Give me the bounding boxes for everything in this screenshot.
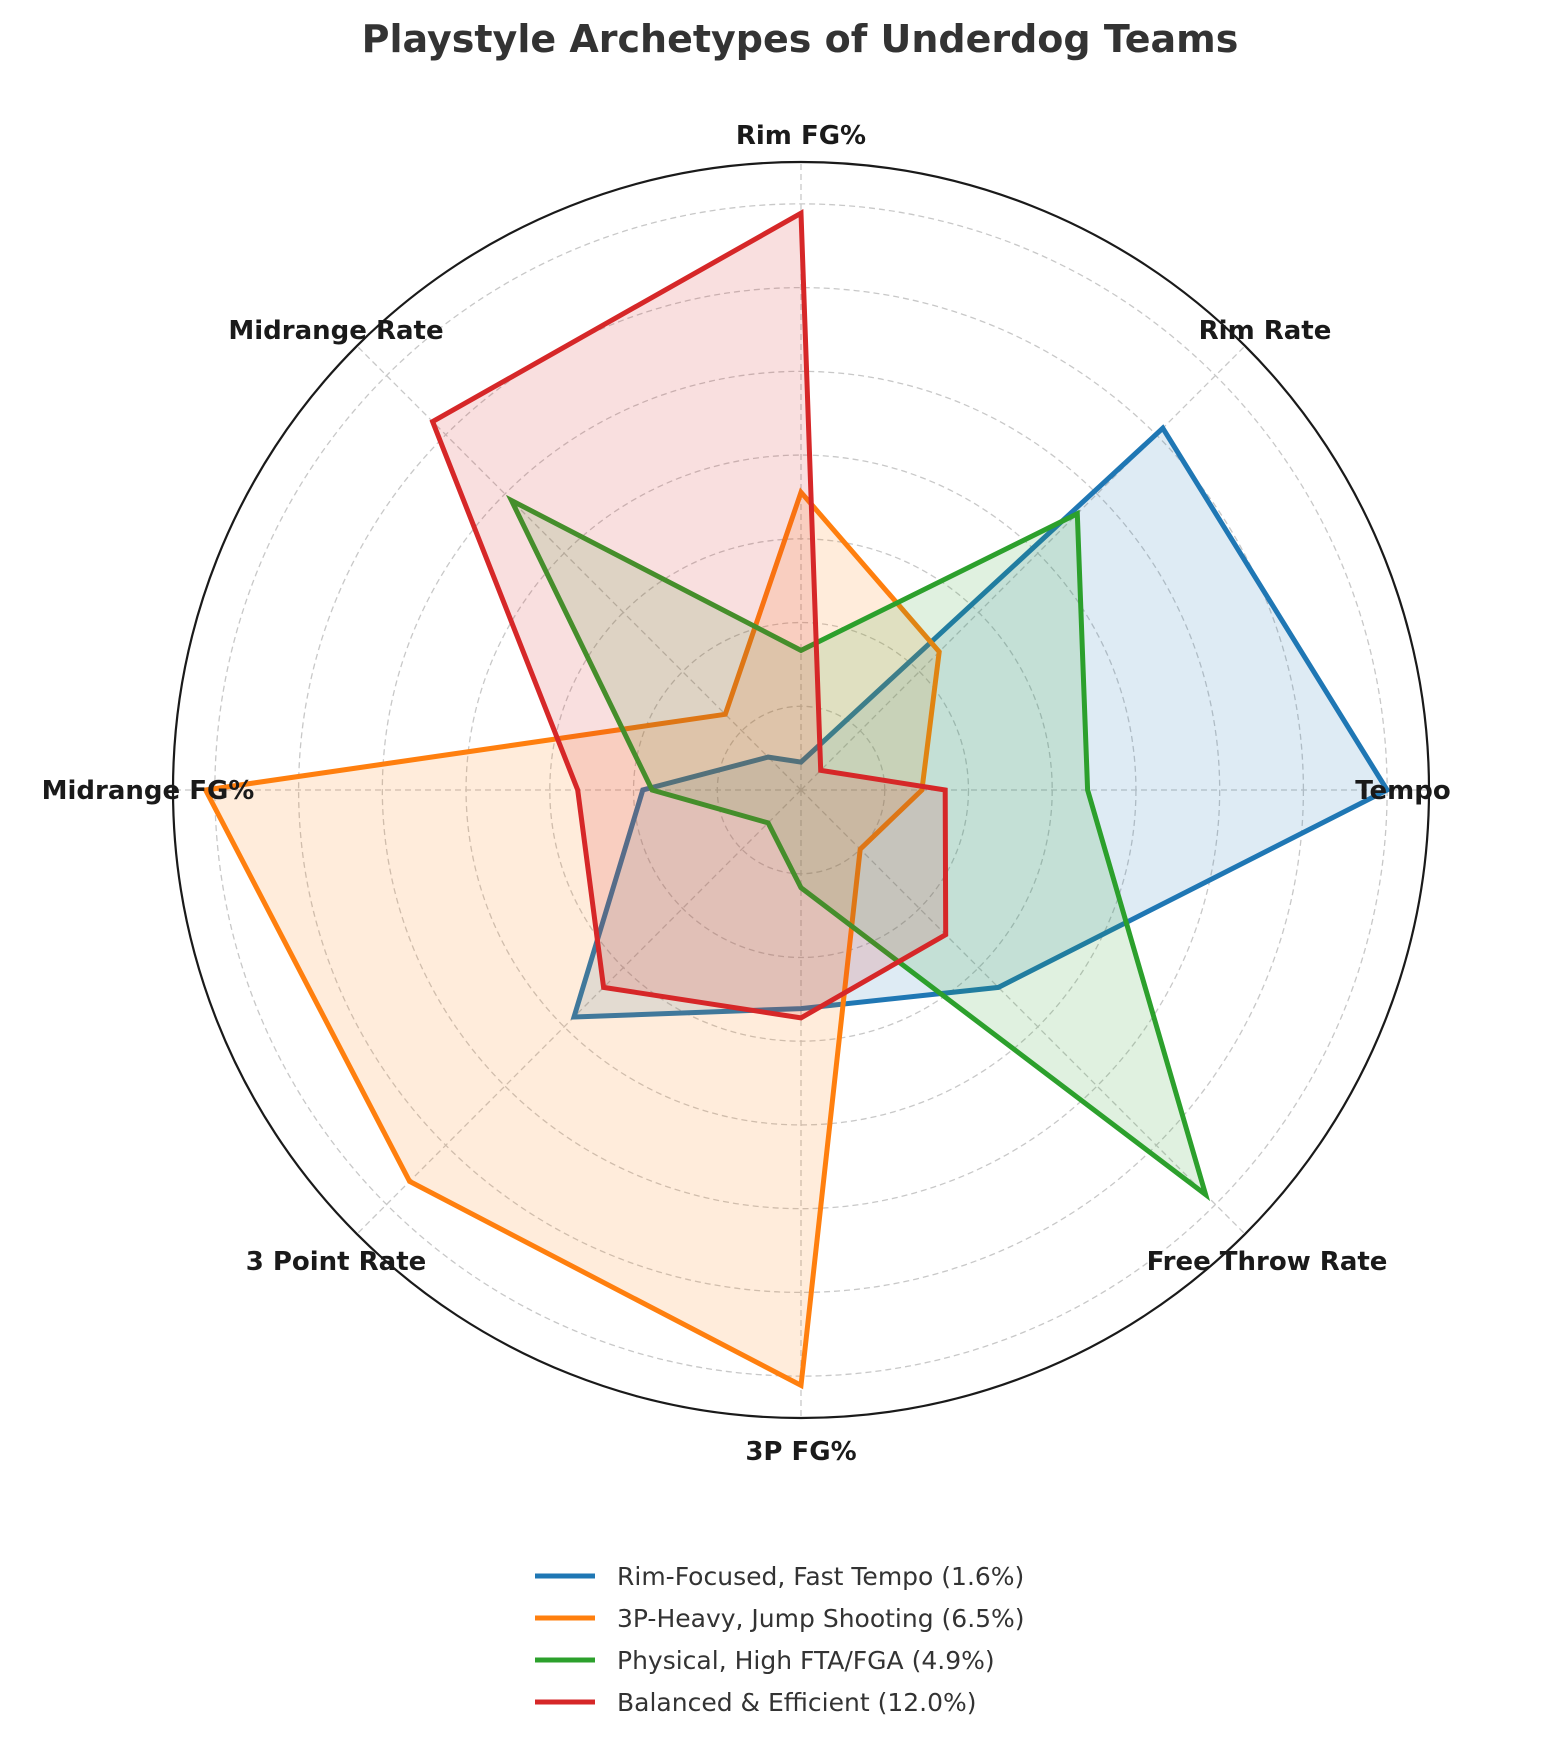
series-line	[505, 494, 1211, 1202]
legend-entry-balanced-efficient-12-0: Balanced & Efficient (12.0%)	[535, 1688, 977, 1717]
series-line	[429, 208, 949, 1021]
legend-entry-physical-high-fta-fga-4-9: Physical, High FTA/FGA (4.9%)	[535, 1646, 995, 1675]
axis-label-midrange-fg: Midrange FG%	[42, 776, 255, 806]
series-area	[511, 500, 1206, 1195]
series-line	[570, 424, 1391, 1020]
spoke-3-point-rate	[356, 789, 802, 1235]
axis-label-rim-fg: Rim FG%	[736, 121, 866, 151]
axis-label-rim-rate: Rim Rate	[1199, 316, 1332, 346]
series-physical-high-fta-fga-4-9	[505, 494, 1211, 1202]
legend-label: Balanced & Efficient (12.0%)	[617, 1688, 977, 1717]
grid-ring	[381, 370, 1221, 1210]
axis-labels: Tempo Rim Rate Rim FG% Midrange Rate Midrang…	[42, 121, 1451, 1467]
series-layer	[201, 208, 1391, 1390]
outer-ring	[171, 160, 1431, 1420]
legend-entry-rim-focused-fast-tempo-1-6: Rim-Focused, Fast Tempo (1.6%)	[535, 1562, 1024, 1591]
chart-title: Playstyle Archetypes of Underdog Teams	[362, 17, 1239, 61]
legend: Rim-Focused, Fast Tempo (1.6%) 3P-Heavy, …	[535, 1562, 1025, 1717]
legend-label: Rim-Focused, Fast Tempo (1.6%)	[617, 1562, 1024, 1591]
axis-label-3p-fg: 3P FG%	[745, 1437, 856, 1467]
series-area	[574, 428, 1388, 1017]
spoke-free-throw-rate	[800, 789, 1246, 1235]
series-3p-heavy-jump-shooting-6-5	[201, 487, 942, 1390]
legend-entry-3p-heavy-jump-shooting-6-5: 3P-Heavy, Jump Shooting (6.5%)	[535, 1604, 1025, 1633]
series-area	[432, 213, 946, 1018]
axis-label-midrange-rate: Midrange Rate	[228, 316, 443, 346]
axis-label-free-throw-rate: Free Throw Rate	[1147, 1247, 1388, 1277]
series-line	[201, 487, 942, 1390]
axis-label-tempo: Tempo	[1355, 776, 1450, 806]
legend-label: Physical, High FTA/FGA (4.9%)	[617, 1646, 995, 1675]
axis-label-3-point-rate: 3 Point Rate	[246, 1247, 427, 1277]
grid-ring	[632, 621, 970, 959]
legend-label: 3P-Heavy, Jump Shooting (6.5%)	[617, 1604, 1025, 1633]
spoke-rim-rate	[800, 345, 1246, 791]
series-area	[205, 492, 940, 1386]
series-rim-focused-fast-tempo-1-6	[570, 424, 1391, 1020]
series-balanced-efficient-12-0	[429, 208, 949, 1021]
